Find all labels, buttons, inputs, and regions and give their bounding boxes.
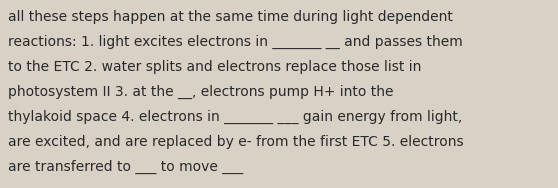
Text: to the ETC 2. water splits and electrons replace those list in: to the ETC 2. water splits and electrons… <box>8 60 421 74</box>
Text: reactions: 1. light excites electrons in _______ __ and passes them: reactions: 1. light excites electrons in… <box>8 35 463 49</box>
Text: photosystem II 3. at the __, electrons pump H+ into the: photosystem II 3. at the __, electrons p… <box>8 85 393 99</box>
Text: all these steps happen at the same time during light dependent: all these steps happen at the same time … <box>8 10 453 24</box>
Text: are excited, and are replaced by e- from the first ETC 5. electrons: are excited, and are replaced by e- from… <box>8 135 464 149</box>
Text: are transferred to ___ to move ___: are transferred to ___ to move ___ <box>8 160 243 174</box>
Text: thylakoid space 4. electrons in _______ ___ gain energy from light,: thylakoid space 4. electrons in _______ … <box>8 110 462 124</box>
